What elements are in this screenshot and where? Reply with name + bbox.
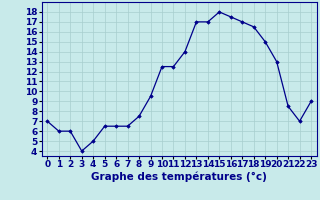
- X-axis label: Graphe des températures (°c): Graphe des températures (°c): [91, 172, 267, 182]
